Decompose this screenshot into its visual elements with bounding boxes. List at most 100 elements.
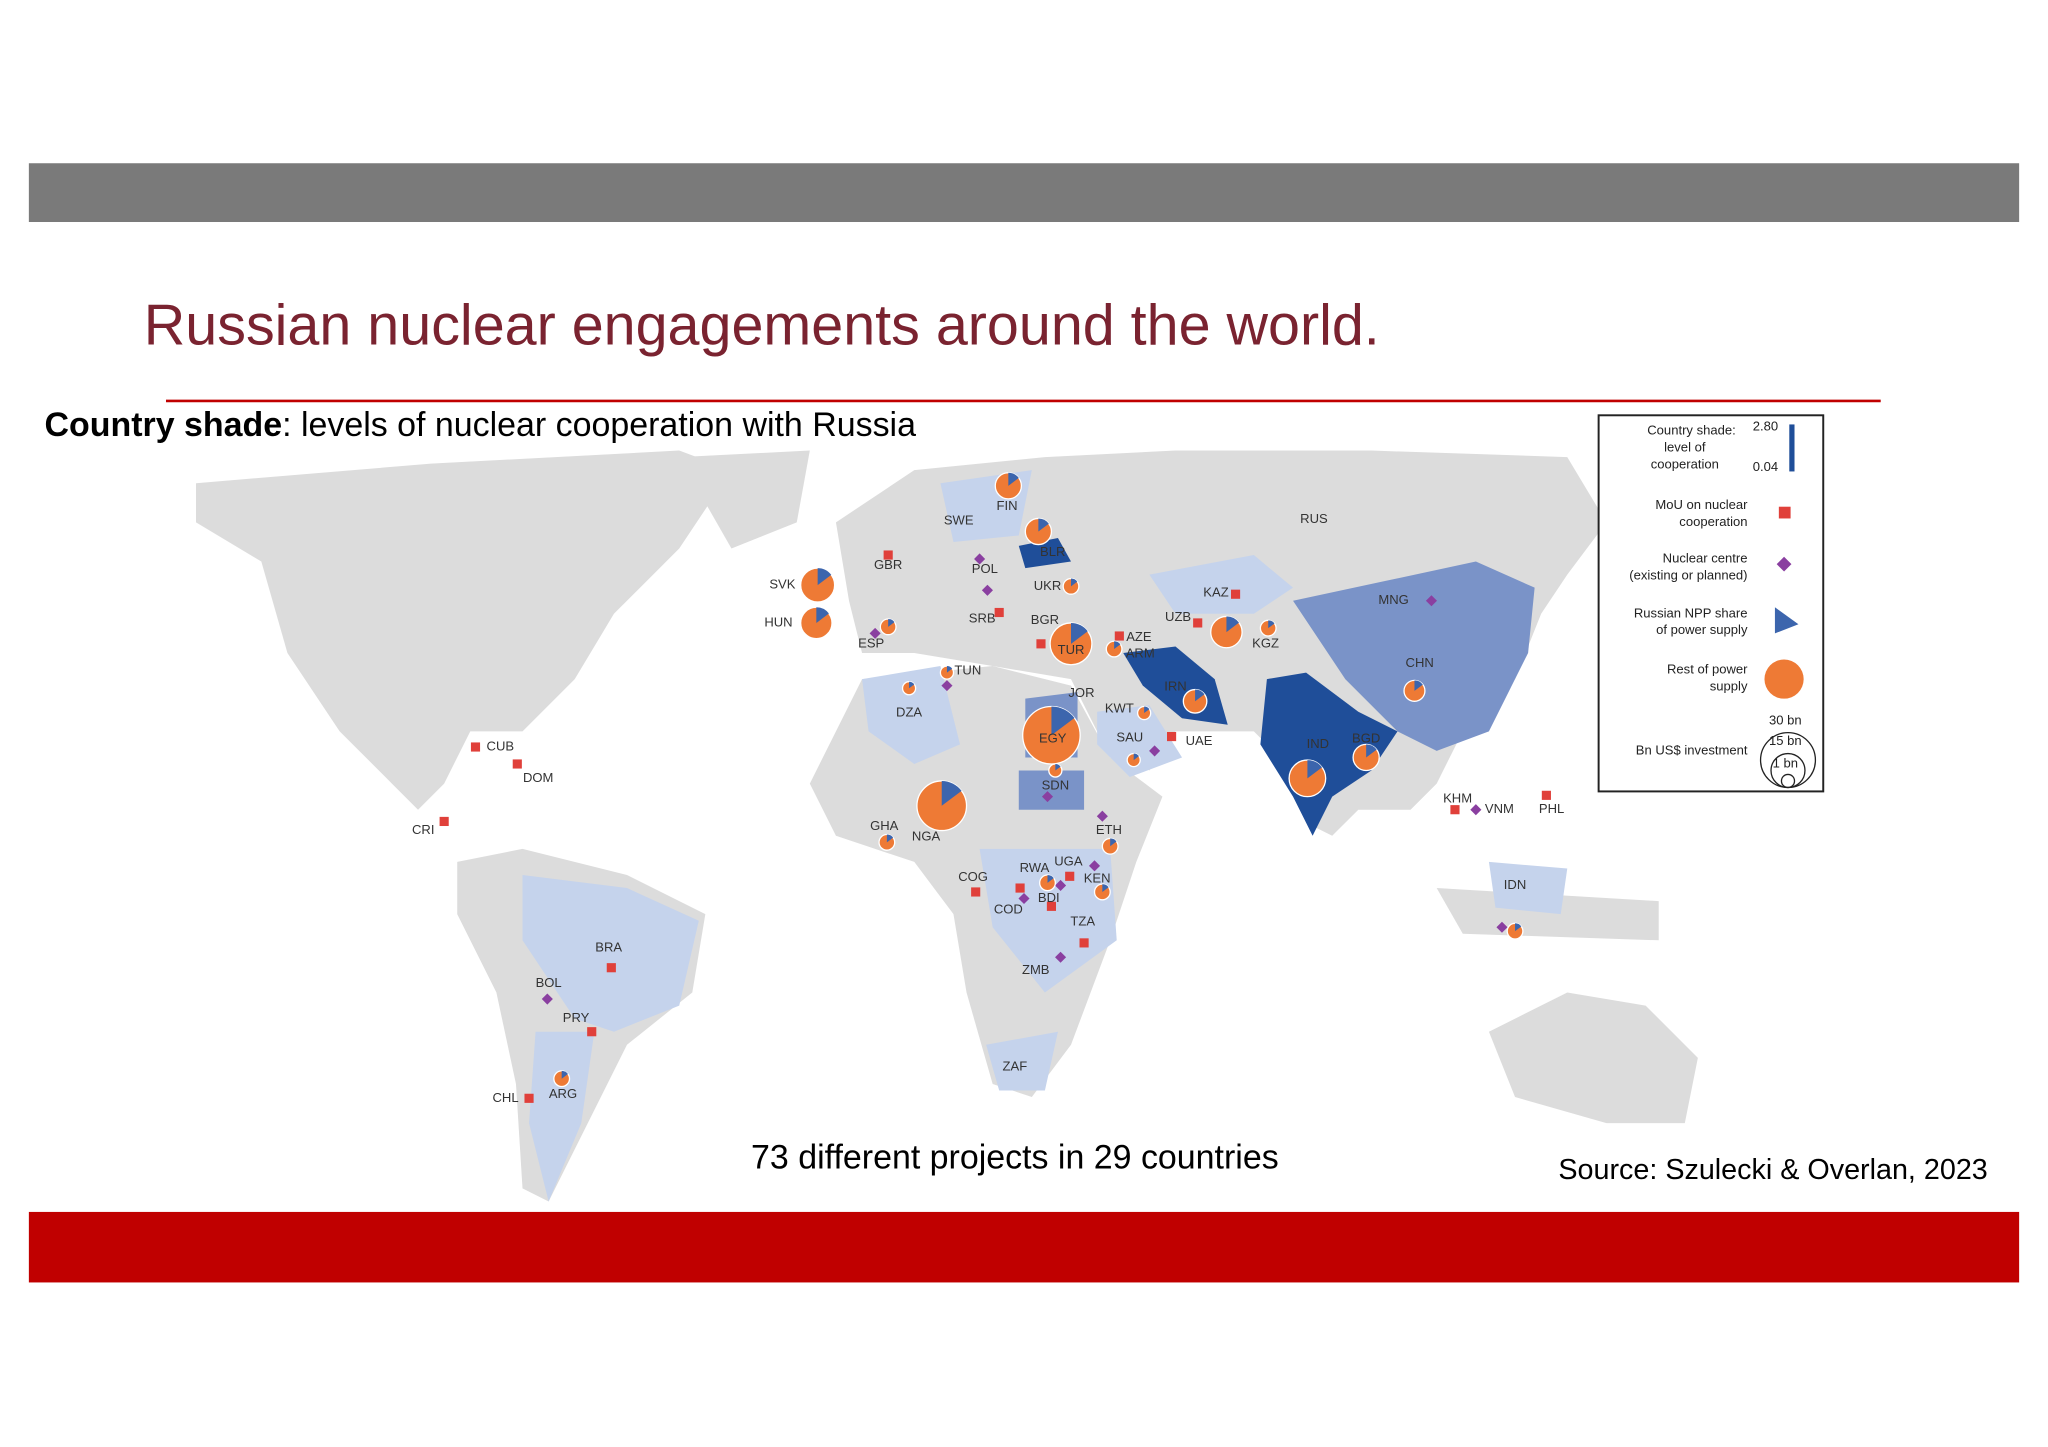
country-label: POL (972, 561, 998, 576)
pie-npp (1414, 680, 1423, 691)
country-label: CHL (492, 1090, 518, 1105)
legend-text: cooperation (1679, 514, 1747, 529)
centre-marker (1018, 892, 1030, 905)
centre-marker (1055, 879, 1067, 891)
centre-marker (981, 584, 993, 596)
slide-title: Russian nuclear engagements around the w… (144, 293, 1380, 357)
subtitle-bold: Country shade (45, 406, 283, 444)
country-label: GHA (870, 818, 899, 833)
mou-marker (512, 759, 522, 769)
country-label: AZE (1126, 629, 1152, 644)
country-label: CUB (487, 738, 515, 753)
legend-box (1597, 414, 1825, 793)
country-label: EGY (1039, 731, 1067, 746)
legend-text: (existing or planned) (1629, 567, 1747, 582)
country-label: BGR (1031, 612, 1059, 627)
mou-marker (1230, 589, 1241, 599)
legend-size: 1 bn (1773, 755, 1798, 770)
mou-symbol (1778, 506, 1791, 519)
pie-npp (886, 834, 894, 843)
pie-npp (1047, 874, 1054, 883)
country-label: KAZ (1203, 584, 1228, 599)
centre-marker (974, 553, 986, 565)
legend-text: Nuclear centre (1663, 550, 1748, 565)
country-label: ARM (1126, 646, 1155, 661)
top-bar (28, 163, 2020, 223)
country-label: FIN (997, 498, 1018, 513)
mou-marker (439, 816, 449, 827)
country-label: TUN (954, 663, 981, 678)
legend-text: of power supply (1656, 622, 1748, 637)
centre-marker (1041, 791, 1054, 803)
country-label: SVK (769, 577, 795, 592)
subtitle-rest: : levels of nuclear cooperation with Rus… (282, 406, 916, 444)
country-label: MNG (1378, 592, 1408, 607)
country-label: CHN (1406, 655, 1434, 670)
country-label: UZB (1165, 609, 1191, 624)
pie-npp (1515, 923, 1522, 932)
centre-marker (1088, 860, 1101, 872)
legend-text: Country shade: (1647, 422, 1735, 437)
pie-npp (1110, 838, 1117, 847)
country-label: IRN (1164, 678, 1186, 693)
summary: 73 different projects in 29 countries (751, 1139, 1279, 1177)
pie-npp (1071, 622, 1088, 644)
pie-npp (909, 681, 915, 689)
country-label: COG (958, 869, 988, 884)
country-label: KGZ (1252, 635, 1279, 650)
pie-npp (1268, 620, 1275, 629)
country-label: IDN (1504, 877, 1526, 892)
mou-marker (524, 1093, 534, 1103)
rest-symbol (1764, 659, 1804, 699)
pie-npp (888, 619, 895, 627)
legend-text: level of (1664, 439, 1706, 454)
country-label: SRB (969, 610, 996, 625)
country-label: ZAF (1003, 1058, 1028, 1073)
legend-text: Rest of power (1667, 661, 1748, 676)
pie-npp (1038, 518, 1049, 532)
legend (1597, 414, 1825, 793)
country-label: TZA (1070, 913, 1095, 928)
pie-npp (946, 666, 953, 673)
mou-marker (1036, 639, 1046, 649)
legend-text: MoU on nuclear (1655, 497, 1748, 512)
mou-marker (1541, 790, 1551, 800)
country-label: SDN (1042, 778, 1070, 793)
pie-npp (1307, 760, 1323, 779)
legend-text: supply (1710, 678, 1748, 693)
pie-npp (816, 607, 829, 623)
legend-text: Russian NPP share (1634, 605, 1748, 620)
world-map: FIN SWE GBR POL BLR UKR SVK HUN SRB BGR ESP TUR AZE A… (196, 450, 1698, 1202)
country-label: DOM (523, 770, 553, 785)
country-label: BDI (1038, 890, 1060, 905)
country-label: DZA (896, 705, 922, 720)
country-label: IND (1307, 736, 1329, 751)
pie-npp (1133, 753, 1139, 761)
legend-text: 0.04 (1753, 459, 1778, 474)
pie-npp (1102, 884, 1109, 892)
country-label: BOL (536, 975, 562, 990)
country-label: ZMB (1022, 962, 1050, 977)
npp-symbol (1774, 607, 1799, 634)
country-label: HUN (764, 614, 792, 629)
centre-marker (1149, 745, 1161, 757)
legend-text: Bn US$ investment (1636, 742, 1748, 757)
country-label: RUS (1300, 511, 1328, 526)
legend-size: 15 bn (1769, 733, 1802, 748)
country-label: ARG (549, 1086, 577, 1101)
country-label: CRI (412, 822, 434, 837)
country-label: RWA (1020, 860, 1050, 875)
centre-marker (1055, 951, 1067, 963)
country-label: BRA (595, 940, 622, 955)
country-label: JOR (1068, 685, 1094, 700)
mou-marker (1015, 883, 1025, 893)
mou-marker (971, 887, 981, 897)
country-label: BGD (1352, 731, 1380, 746)
pie-npp (1071, 578, 1078, 587)
mou-marker (1167, 731, 1177, 742)
country-label: PHL (1539, 801, 1564, 816)
pie-npp (941, 780, 962, 806)
pie-npp (1055, 763, 1061, 771)
